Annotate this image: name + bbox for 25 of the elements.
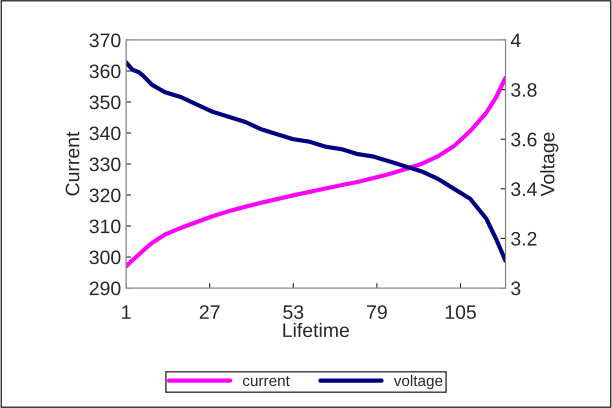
y2-axis-title: Voltage	[540, 132, 558, 196]
x-tick-label: 27	[200, 305, 220, 319]
y-tick-label: 310	[90, 220, 120, 234]
y-axis-title: Current	[66, 132, 80, 196]
x-tick-label: 1	[122, 305, 131, 319]
y2-tick-label: 3.8	[511, 83, 537, 97]
y-tick-label: 290	[90, 282, 120, 296]
y-tick-label: 360	[90, 64, 120, 78]
y-tick-label: 370	[90, 33, 120, 48]
x-tick-label: 105	[446, 305, 476, 319]
y2-tick-label: 3.2	[511, 232, 536, 246]
y-tick-label: 350	[90, 95, 120, 110]
y-tick-label: 340	[90, 126, 120, 140]
x-tick-label: 53	[283, 305, 304, 319]
y-tick-label: 300	[90, 250, 120, 264]
x-tick-label: 79	[367, 305, 387, 319]
y2-tick-label: 3.6	[511, 132, 537, 146]
y-tick-label: 320	[90, 188, 120, 202]
y2-tick-label: 4	[510, 34, 521, 48]
y-tick-label: 330	[90, 157, 120, 172]
y2-tick-label: 3	[511, 282, 520, 296]
y2-tick-label: 3.4	[511, 182, 537, 196]
legend-label: voltage	[394, 374, 442, 390]
x-axis-title: Lifetime	[283, 322, 349, 338]
legend-label: current	[242, 376, 290, 386]
